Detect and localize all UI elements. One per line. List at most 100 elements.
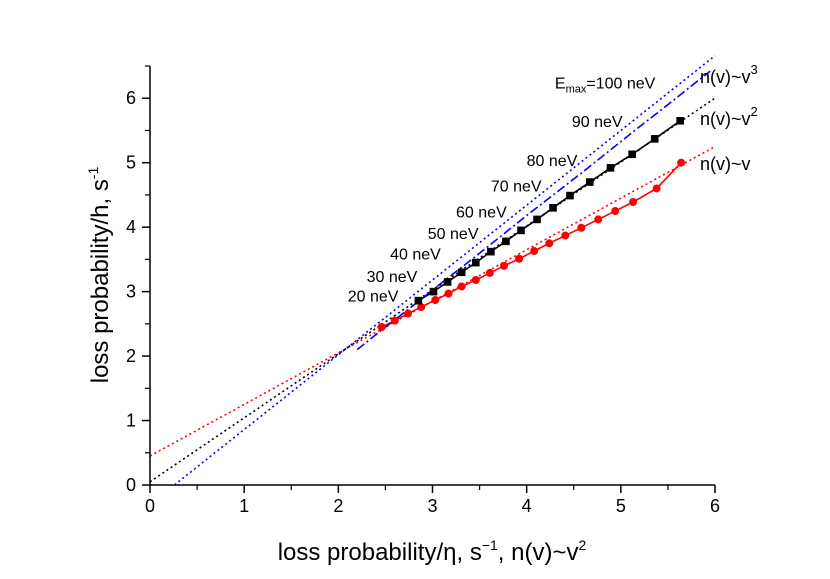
energy-label-base: 80 neV	[527, 153, 578, 170]
fit-line-1	[149, 145, 716, 457]
law-label-base: n(v)~v	[700, 109, 751, 129]
fit-line-3	[173, 55, 716, 486]
series-line-3	[356, 70, 711, 351]
y-axis-title: loss probability/h, s-1	[85, 167, 114, 384]
data-point	[443, 278, 452, 286]
x-axis-title-pre: loss probability/	[278, 539, 444, 566]
x-tick-label: 3	[427, 496, 437, 516]
y-tick-label: 6	[126, 88, 136, 108]
law-label-exp: 2	[751, 104, 758, 119]
axes	[149, 66, 715, 486]
y-tick-label: 4	[126, 217, 136, 237]
x-axis-title-mid: , s	[456, 539, 481, 566]
data-point	[515, 254, 524, 263]
data-point	[650, 135, 659, 143]
y-axis-title-main: loss probability/h, s	[87, 179, 114, 383]
energy-label-base: 50 neV	[428, 226, 479, 243]
annotations: 20 neV 30 neV 40 neV 50 neV 60 neV 70 neV 80 n…	[348, 76, 656, 306]
data-point	[629, 198, 638, 207]
y-axis-title-exp: -1	[85, 167, 101, 180]
data-point	[628, 150, 636, 159]
data-point	[390, 316, 399, 325]
energy-label-base: 70 neV	[491, 179, 542, 196]
data-point	[561, 231, 570, 240]
x-axis-title-post-exp: 2	[578, 537, 586, 553]
data-point	[611, 207, 620, 216]
energy-label-base: 40 neV	[390, 246, 441, 263]
data-point	[472, 258, 480, 267]
x-tick-label: 1	[239, 496, 249, 516]
data-point	[594, 215, 603, 224]
data-point	[457, 282, 466, 291]
data-point	[485, 268, 494, 277]
data-point	[377, 323, 386, 332]
energy-label: 60 neV	[456, 204, 507, 221]
x-axis-title-exp: −1	[482, 537, 498, 553]
law-label-base: n(v)~v	[700, 67, 751, 87]
law-label-base: n(v)~v	[700, 154, 751, 174]
y-ticks: 0 1 2 3 4 5 6	[126, 65, 150, 495]
fit-lines	[149, 55, 716, 486]
data-point	[549, 204, 557, 212]
data-point	[545, 239, 554, 248]
energy-label-base: 30 neV	[367, 269, 418, 286]
data-point	[431, 295, 440, 304]
data-point	[444, 289, 453, 298]
energy-label-rest: =100 neV	[586, 76, 655, 93]
data-point	[566, 191, 574, 200]
energy-label: 20 neV	[348, 288, 399, 305]
data-point	[677, 158, 686, 167]
y-tick-label: 3	[126, 282, 136, 302]
data-point	[429, 287, 438, 296]
energy-label-base: 90 neV	[572, 114, 623, 131]
data-point	[502, 237, 510, 246]
law-labels: n(v)~vn(v)~v2n(v)~v3	[700, 62, 758, 174]
energy-label: Emax=100 neV	[555, 76, 656, 96]
data-point	[577, 223, 586, 232]
x-ticks: 0 1 2 3 4 5 6	[145, 485, 720, 516]
x-tick-label: 4	[522, 496, 532, 516]
data-point	[500, 261, 509, 270]
x-tick-label: 0	[145, 496, 155, 516]
series-line-2	[417, 120, 681, 302]
law-label-2: n(v)~v2	[700, 104, 758, 129]
energy-label: 90 neV	[572, 114, 623, 131]
data-point	[404, 309, 413, 318]
data-point	[585, 178, 594, 186]
data-point	[414, 296, 423, 305]
law-label-exp: 3	[751, 62, 758, 77]
energy-label-sub: max	[566, 84, 587, 96]
energy-label-base: 20 neV	[348, 288, 399, 305]
data-point	[417, 303, 426, 312]
data-point	[676, 116, 684, 125]
x-tick-label: 6	[710, 496, 720, 516]
energy-label-base: 60 neV	[456, 204, 507, 221]
x-axis-title-eta: η	[443, 539, 456, 566]
energy-label: 40 neV	[390, 246, 441, 263]
data-point	[530, 247, 539, 256]
data-point	[457, 268, 466, 277]
data-point	[606, 164, 615, 172]
x-axis-title: loss probability/η, s−1, n(v)~v2	[278, 537, 587, 566]
y-tick-label: 2	[126, 346, 136, 366]
law-label-1: n(v)~v	[700, 154, 751, 174]
x-tick-label: 2	[333, 496, 343, 516]
energy-label: 80 neV	[527, 153, 578, 170]
data-point	[517, 226, 525, 235]
energy-label: 70 neV	[491, 179, 542, 196]
data-point	[533, 215, 541, 224]
energy-label-base: E	[555, 76, 566, 93]
law-label-3: n(v)~v3	[700, 62, 758, 87]
y-tick-label: 0	[126, 475, 136, 495]
y-tick-label: 5	[126, 153, 136, 173]
data-point	[487, 247, 495, 256]
x-axis-title-post: , n(v)~v	[498, 539, 579, 566]
x-tick-label: 5	[616, 496, 626, 516]
energy-label: 30 neV	[367, 269, 418, 286]
markers	[377, 116, 686, 332]
energy-label: 50 neV	[428, 226, 479, 243]
data-point	[471, 276, 480, 285]
series-lines	[356, 70, 711, 351]
y-tick-label: 1	[126, 411, 136, 431]
